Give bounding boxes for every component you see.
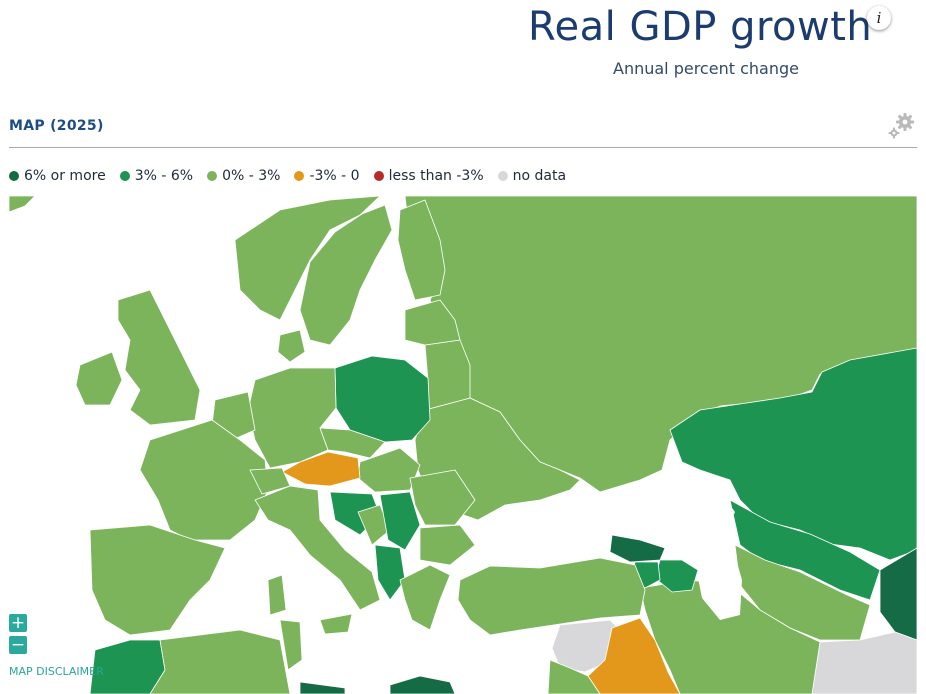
region-austria[interactable] bbox=[281, 451, 361, 487]
legend-label: 6% or more bbox=[24, 168, 106, 184]
region-baltics[interactable] bbox=[404, 299, 461, 346]
region-iceland[interactable] bbox=[9, 196, 36, 213]
plus-icon: + bbox=[10, 613, 26, 633]
region-germany[interactable] bbox=[247, 367, 337, 469]
region-bulgaria[interactable] bbox=[419, 524, 476, 566]
region-poland[interactable] bbox=[334, 355, 431, 443]
map-legend: 6% or more 3% - 6% 0% - 3% -3% - 0 less … bbox=[9, 168, 566, 184]
region-france[interactable] bbox=[139, 419, 269, 541]
legend-item-6-or-more[interactable]: 6% or more bbox=[9, 168, 106, 184]
region-sardinia[interactable] bbox=[267, 574, 287, 616]
region-tunisia[interactable] bbox=[279, 619, 303, 671]
legend-swatch bbox=[497, 171, 508, 181]
region-afghanistan[interactable] bbox=[811, 631, 917, 694]
region-sweden[interactable] bbox=[299, 204, 393, 346]
legend-swatch bbox=[9, 171, 19, 181]
map-disclaimer-link[interactable]: MAP DISCLAIMER bbox=[9, 665, 104, 678]
legend-item-less-than-minus3[interactable]: less than -3% bbox=[373, 168, 484, 184]
zoom-in-button[interactable]: + bbox=[9, 614, 27, 632]
legend-swatch bbox=[119, 171, 130, 181]
legend-label: 0% - 3% bbox=[222, 168, 281, 184]
choropleth-map[interactable] bbox=[9, 196, 917, 694]
minus-icon: − bbox=[10, 635, 26, 655]
black-sea bbox=[472, 488, 612, 566]
info-icon: i bbox=[876, 9, 882, 27]
legend-label: -3% - 0 bbox=[309, 168, 360, 184]
region-belarus[interactable] bbox=[424, 339, 471, 411]
page-subtitle: Annual percent change bbox=[613, 59, 799, 78]
region-spain[interactable] bbox=[89, 524, 226, 636]
region-egypt[interactable] bbox=[389, 675, 456, 694]
region-ireland[interactable] bbox=[75, 351, 123, 406]
region-serbia[interactable] bbox=[379, 491, 421, 551]
legend-item-minus3-to-0[interactable]: -3% - 0 bbox=[294, 168, 360, 184]
gear-icon[interactable] bbox=[886, 112, 916, 140]
legend-swatch bbox=[294, 171, 305, 181]
region-sicily[interactable] bbox=[319, 613, 353, 635]
zoom-out-button[interactable]: − bbox=[9, 636, 27, 654]
region-montenegro-albania[interactable] bbox=[374, 544, 406, 601]
region-georgia[interactable] bbox=[609, 534, 666, 563]
region-denmark[interactable] bbox=[277, 329, 306, 363]
map-section-title: MAP (2025) bbox=[9, 118, 104, 134]
legend-item-no-data[interactable]: no data bbox=[497, 168, 567, 184]
region-finland[interactable] bbox=[397, 199, 446, 301]
page-title: Real GDP growth bbox=[528, 4, 873, 50]
legend-label: 3% - 6% bbox=[134, 168, 194, 184]
section-divider bbox=[9, 147, 917, 148]
legend-item-0-to-3[interactable]: 0% - 3% bbox=[207, 168, 280, 184]
region-tajikistan[interactable] bbox=[879, 547, 917, 641]
region-czechia[interactable] bbox=[319, 427, 386, 459]
region-iraq[interactable] bbox=[587, 617, 681, 694]
region-libya[interactable] bbox=[299, 681, 346, 694]
region-italy[interactable] bbox=[254, 485, 381, 611]
region-algeria[interactable] bbox=[149, 629, 291, 694]
legend-label: less than -3% bbox=[388, 168, 484, 184]
info-button[interactable]: i bbox=[867, 6, 891, 30]
legend-swatch bbox=[207, 171, 218, 181]
region-turkey[interactable] bbox=[457, 557, 646, 636]
region-norway[interactable] bbox=[234, 196, 381, 321]
region-uk[interactable] bbox=[117, 289, 201, 426]
region-greece[interactable] bbox=[399, 564, 451, 631]
region-jordan[interactable] bbox=[547, 659, 601, 694]
legend-swatch bbox=[373, 171, 384, 181]
legend-label: no data bbox=[512, 168, 567, 184]
region-kazakhstan[interactable] bbox=[669, 347, 917, 561]
legend-item-3-to-6[interactable]: 3% - 6% bbox=[119, 168, 194, 184]
caspian-sea bbox=[676, 486, 742, 620]
